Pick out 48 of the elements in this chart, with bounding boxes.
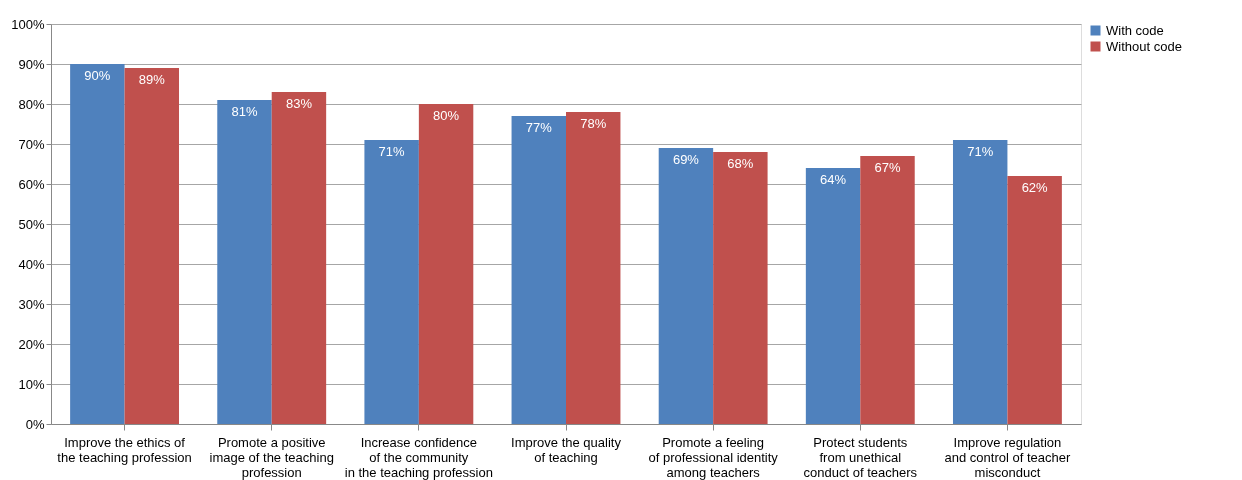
x-tick-label: Increase confidence of the community in the teaching profession — [344, 434, 493, 480]
y-tick-label: 0% — [25, 416, 45, 432]
y-tick-label: 80% — [18, 96, 45, 112]
x-tick-label: Protect students from unethical conduct of teachers — [803, 434, 918, 480]
bar — [511, 116, 566, 424]
bar — [364, 140, 419, 424]
bar — [70, 64, 125, 424]
bar — [805, 168, 861, 424]
x-tick-label: Improve regulation and control of teacher misconduct — [944, 434, 1071, 480]
data-label: 62% — [1021, 180, 1049, 195]
data-label: 67% — [874, 160, 901, 175]
data-label: 69% — [672, 152, 700, 167]
bar — [418, 104, 474, 424]
bar — [566, 112, 621, 424]
x-tick-label: Promote a positive image of the teaching profession — [209, 434, 334, 480]
legend-label: Without code — [1106, 38, 1182, 54]
bar — [713, 152, 768, 424]
legend-label: With code — [1106, 22, 1164, 38]
y-tick-label: 10% — [18, 376, 45, 392]
y-tick-label: 70% — [18, 136, 45, 152]
data-label: 68% — [727, 156, 754, 171]
y-tick-label: 50% — [18, 216, 45, 232]
x-tick-label: Improve the quality of teaching — [511, 434, 622, 465]
data-label: 90% — [84, 68, 111, 83]
data-label: 80% — [433, 108, 460, 123]
y-tick-label: 60% — [18, 176, 45, 192]
y-tick-label: 40% — [18, 256, 45, 272]
bar — [271, 92, 327, 424]
x-tick-label: Promote a feeling of professional identity among teachers — [648, 434, 779, 480]
data-label: 71% — [378, 144, 406, 159]
data-label: 78% — [580, 116, 607, 131]
bar — [952, 140, 1008, 424]
data-label: 89% — [138, 72, 166, 87]
data-label: 83% — [285, 96, 313, 111]
data-label: 64% — [820, 172, 847, 187]
bar — [860, 156, 915, 424]
y-tick-label: 100% — [11, 16, 45, 32]
data-label: 77% — [525, 120, 553, 135]
data-label: 71% — [967, 144, 994, 159]
bar — [658, 148, 714, 424]
bar — [217, 100, 272, 424]
x-tick-label: Improve the ethics of the teaching profession — [57, 434, 192, 465]
y-tick-label: 20% — [18, 336, 45, 352]
data-label: 81% — [231, 104, 258, 119]
bar — [1007, 176, 1062, 424]
y-tick-label: 30% — [18, 296, 45, 312]
bar — [124, 68, 180, 424]
y-tick-label: 90% — [18, 56, 45, 72]
